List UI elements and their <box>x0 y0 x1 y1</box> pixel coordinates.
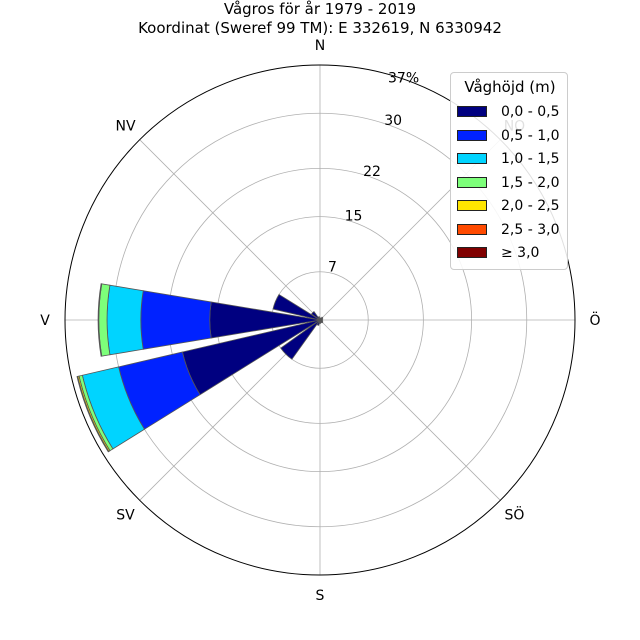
chart-subtitle: Koordinat (Sweref 99 TM): E 332619, N 63… <box>138 19 502 37</box>
bar-sector-12-bin-4 <box>97 283 103 357</box>
legend-item: 2,0 - 2,5 <box>457 197 567 215</box>
radial-tick-label-3: 30 <box>384 113 402 129</box>
legend-swatch <box>457 106 487 117</box>
rose-bars <box>76 283 324 453</box>
bar-sector-10-bin-0 <box>280 319 321 360</box>
direction-label-5: SV <box>116 507 135 523</box>
legend-title: Våghöjd (m) <box>464 78 556 96</box>
radial-tick-label-1: 15 <box>345 208 363 224</box>
legend-item: 0,0 - 0,5 <box>457 103 567 121</box>
legend-item: 1,5 - 2,0 <box>457 174 567 192</box>
legend-label: 0,0 - 0,5 <box>501 104 560 120</box>
bar-sector-14-bin-0 <box>311 311 321 321</box>
grid-spoke-7 <box>139 139 321 321</box>
legend-item: 1,0 - 1,5 <box>457 150 567 168</box>
direction-label-4: S <box>316 588 325 604</box>
legend-label: 2,0 - 2,5 <box>501 198 560 214</box>
legend-item: 2,5 - 3,0 <box>457 221 567 239</box>
legend-swatch <box>457 129 487 141</box>
legend-label: 2,5 - 3,0 <box>501 221 560 238</box>
bar-sector-11-bin-5 <box>76 375 110 453</box>
outer-circle <box>64 64 576 576</box>
radial-max-label: 37% <box>388 70 419 86</box>
direction-label-6: V <box>40 313 50 329</box>
radial-tick-label-2: 22 <box>363 164 381 180</box>
bar-sector-15-bin-0 <box>317 316 321 321</box>
legend-swatch <box>457 176 487 188</box>
legend-swatch <box>457 247 487 258</box>
direction-label-7: NV <box>116 119 136 135</box>
legend-label: ≥ 3,0 <box>501 245 540 261</box>
chart-title: Vågros för år 1979 - 2019 <box>223 0 417 18</box>
legend-item: 0,5 - 1,0 <box>457 127 567 145</box>
bar-sector-12-bin-2 <box>106 284 144 356</box>
legend-swatch <box>457 200 487 211</box>
legend-item: ≥ 3,0 <box>457 244 567 262</box>
legend-swatch <box>457 223 487 235</box>
direction-label-3: SÖ <box>505 505 525 523</box>
direction-label-0: N <box>315 38 325 54</box>
legend-label: 1,5 - 2,0 <box>501 174 560 191</box>
direction-label-2: Ö <box>589 311 600 329</box>
grid-spoke-3 <box>319 319 501 501</box>
bar-sector-12-bin-1 <box>140 290 212 350</box>
legend-swatch <box>457 153 487 164</box>
radial-tick-label-0: 7 <box>328 259 337 275</box>
legend-label: 1,0 - 1,5 <box>501 151 560 167</box>
bar-sector-13-bin-0 <box>272 293 321 321</box>
legend-label: 0,5 - 1,0 <box>501 127 560 144</box>
legend: Våghöjd (m) 0,0 - 0,5 0,5 - 1,0 1,0 - 1,5 1… <box>450 72 568 270</box>
